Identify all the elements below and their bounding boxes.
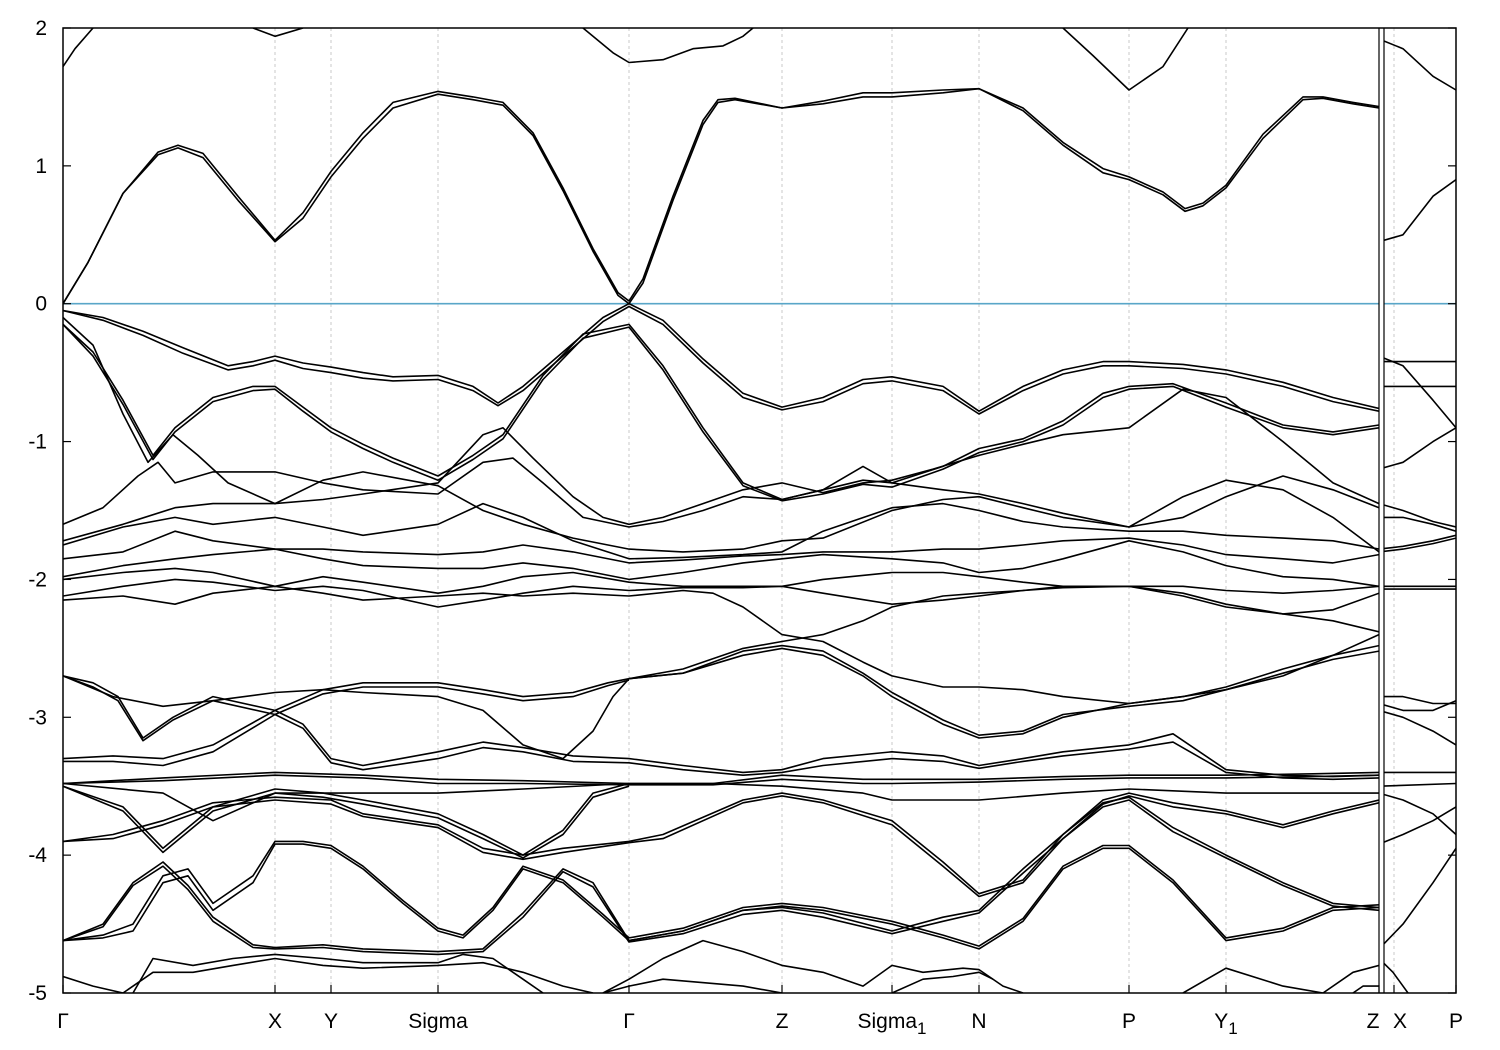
band-line (63, 540, 1379, 588)
band-segment (63, 28, 1379, 993)
band-line (63, 675, 630, 742)
band-line (63, 709, 1379, 778)
grid-layer (274, 28, 1395, 993)
band-line (132, 953, 544, 993)
band-line (63, 774, 1379, 786)
band-line (63, 675, 630, 739)
band-line (63, 796, 1379, 953)
band-line (63, 316, 1379, 526)
x-tick-label: Sigma (408, 1010, 468, 1033)
band-line (63, 782, 630, 856)
band-line (1182, 967, 1324, 993)
band-line (1352, 985, 1379, 993)
band-line (63, 785, 630, 859)
band-line (63, 87, 1379, 305)
band-line (63, 28, 94, 68)
x-tick-label: N (971, 1010, 986, 1033)
band-line (63, 713, 1379, 781)
band-line (63, 457, 1379, 553)
plot-border (62, 27, 1457, 994)
band-line (122, 957, 594, 993)
band-line (252, 28, 304, 38)
band-line (1379, 537, 1456, 553)
x-tick-label: P (1449, 1010, 1463, 1033)
band-line (63, 471, 1379, 553)
band-line (63, 771, 1379, 785)
x-tick-label: Z (776, 1010, 789, 1033)
band-line (1379, 847, 1456, 950)
band-line (1379, 355, 1456, 429)
y-tick-label: -2 (28, 568, 47, 591)
band-segment (1379, 38, 1456, 993)
band-line (1379, 806, 1456, 845)
band-line (63, 792, 1379, 895)
x-tick-label: P (1122, 1010, 1136, 1033)
band-line (63, 305, 1379, 415)
x-tick-label: Y1 (1214, 1010, 1237, 1038)
x-tick-subscript: 1 (917, 1019, 926, 1038)
x-tick-label: Z (1367, 1010, 1380, 1033)
y-tick-label: 2 (35, 17, 47, 40)
band-line (63, 323, 1379, 501)
band-line (63, 975, 124, 993)
band-line (628, 644, 1379, 736)
band-line (1379, 792, 1456, 836)
band-line (63, 795, 1379, 898)
band-line (1379, 782, 1456, 787)
band-line (628, 644, 1379, 739)
band-line (63, 585, 1379, 705)
band-line (1062, 28, 1189, 91)
band-line (63, 323, 1379, 502)
plot-frame (62, 27, 1457, 994)
y-tick-label: -3 (28, 706, 47, 729)
band-line (63, 302, 1379, 412)
band-line (63, 799, 1379, 956)
band-line (602, 939, 1024, 993)
band-line (63, 502, 1379, 560)
x-tick-label: X (1393, 1010, 1407, 1033)
band-line (1379, 38, 1456, 91)
band-line (63, 840, 1379, 947)
x-tick-label: Γ (623, 1010, 635, 1033)
x-tick-label: Γ (57, 1010, 69, 1033)
band-line (582, 28, 754, 64)
y-tick-label: 0 (35, 293, 47, 316)
band-line (63, 87, 1379, 305)
axis-break-gap (1379, 27, 1384, 994)
band-line (63, 675, 630, 760)
x-tick-label: Sigma1 (858, 1010, 927, 1038)
y-tick-label: 1 (35, 155, 47, 178)
bands-layer (63, 28, 1456, 993)
y-tick-label: -5 (28, 982, 47, 1005)
band-line (1379, 695, 1456, 705)
band-line (1322, 964, 1379, 993)
band-line (1379, 699, 1456, 712)
y-tick-label: -4 (28, 844, 47, 867)
band-line (1379, 709, 1456, 746)
band-line (1379, 516, 1456, 532)
band-line (63, 530, 1379, 564)
x-tick-label: Y (324, 1010, 338, 1033)
y-axis-ticks: 2 1 0 -1 -2 -3 -4 -5 (28, 17, 1456, 1005)
band-line (628, 585, 1379, 680)
x-tick-label: X (268, 1010, 282, 1033)
band-line (1379, 427, 1456, 470)
band-line (1379, 502, 1456, 528)
band-line (891, 971, 994, 993)
band-line (63, 567, 1379, 594)
band-line (602, 978, 783, 993)
band-line (1379, 178, 1456, 243)
band-line (63, 843, 1379, 950)
y-tick-label: -1 (28, 431, 47, 454)
x-tick-subscript: 1 (1228, 1019, 1237, 1038)
band-line (1379, 534, 1456, 550)
